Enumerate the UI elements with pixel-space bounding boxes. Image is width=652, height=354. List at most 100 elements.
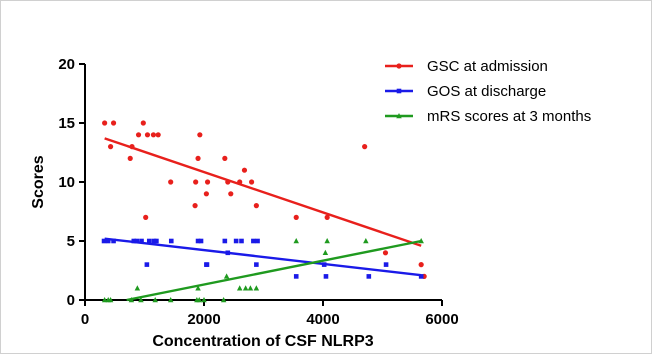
gsc-point: [249, 179, 255, 185]
gos-point: [131, 238, 137, 244]
mrs-fit-line: [126, 239, 422, 302]
mrs-point: [220, 297, 227, 303]
gos-point: [144, 262, 150, 267]
mrs-point: [253, 285, 260, 291]
gsc-point: [129, 144, 135, 150]
gsc-point: [203, 191, 209, 197]
mrs-point: [152, 297, 158, 303]
gos-point: [293, 274, 299, 279]
gsc-point: [193, 179, 199, 185]
x-tick-label: 2000: [187, 311, 220, 328]
gos-point: [204, 262, 210, 267]
gsc-point: [107, 144, 114, 150]
gsc-point: [127, 155, 133, 161]
gos-point: [151, 238, 157, 244]
legend-mrs-marker: [396, 113, 402, 119]
gos-point: [154, 238, 159, 244]
mrs-point: [128, 297, 135, 303]
mrs-point: [236, 285, 243, 291]
mrs-point: [195, 285, 201, 291]
gos-point: [251, 238, 256, 244]
gos-point: [101, 238, 107, 244]
gos-point: [233, 238, 239, 244]
mrs-point: [324, 238, 330, 244]
gsc-point: [143, 214, 149, 220]
gos-point: [134, 238, 140, 244]
y-tick-label: 5: [67, 233, 75, 250]
y-tick-label: 10: [58, 174, 75, 191]
axes: [84, 64, 442, 301]
gos-point: [195, 238, 201, 244]
gsc-point: [241, 167, 248, 173]
mrs-point: [242, 285, 249, 291]
gsc-point: [168, 179, 174, 185]
fit-lines: [104, 137, 422, 302]
gos-point: [239, 238, 244, 244]
mrs-point: [322, 249, 329, 256]
legend-mrs-label: mRS scores at 3 months: [427, 108, 591, 125]
legend-gsc-marker: [396, 63, 402, 69]
gsc-point: [324, 214, 330, 220]
legend-gos-label: GOS at discharge: [427, 83, 546, 100]
gos-point: [323, 274, 329, 279]
mrs-point: [138, 297, 144, 303]
gos-point: [225, 250, 231, 256]
y-tick-label: 0: [67, 292, 75, 309]
gsc-point: [222, 155, 228, 161]
mrs-point: [101, 297, 108, 303]
gos-point: [198, 238, 204, 244]
gos-point: [139, 238, 144, 244]
gos-point: [255, 238, 260, 244]
legend-gsc-label: GSC at admission: [427, 58, 548, 75]
mrs-point: [196, 297, 202, 303]
ticks: 0 2000 4000 6000 0 5 10 15 20: [58, 56, 458, 328]
x-axis-title: Concentration of CSF NLRP3: [152, 333, 373, 350]
x-tick-label: 0: [81, 311, 89, 328]
gsc-point: [253, 203, 259, 209]
gsc-point: [150, 132, 157, 138]
gsc-point: [197, 132, 203, 138]
gsc-point: [382, 250, 389, 256]
x-tick-label: 6000: [425, 311, 458, 328]
gos-point: [146, 238, 152, 244]
gsc-point: [225, 179, 231, 185]
gsc-point: [362, 144, 368, 150]
mrs-point: [247, 285, 254, 291]
gos-point: [111, 238, 116, 244]
gos-point: [321, 262, 327, 267]
mrs-point: [418, 238, 424, 244]
gsc-point: [192, 203, 198, 209]
gos-point: [105, 238, 111, 244]
mrs-point: [201, 297, 207, 303]
y-axis-title: Scores: [30, 155, 47, 208]
gsc-fit-line: [104, 137, 422, 247]
mrs-point: [167, 297, 174, 303]
gos-point: [168, 238, 174, 244]
gos-point: [222, 238, 228, 244]
y-tick-label: 15: [58, 115, 75, 132]
gsc-point: [135, 132, 142, 138]
gsc-point: [195, 155, 201, 161]
data-points: [101, 120, 427, 303]
gsc-point: [102, 120, 108, 126]
gsc-point: [228, 191, 234, 197]
gsc-point: [144, 132, 151, 138]
gsc-point: [237, 179, 243, 185]
gos-point: [383, 262, 389, 267]
x-tick-label: 4000: [306, 311, 339, 328]
gos-point: [254, 262, 259, 267]
gsc-point: [155, 132, 161, 138]
legend: GSC at admission GOS at discharge mRS scor…: [385, 58, 591, 125]
gsc-point: [293, 214, 299, 220]
mrs-point: [223, 273, 230, 279]
gos-point: [418, 274, 424, 279]
gos-point: [366, 274, 372, 279]
mrs-point: [293, 238, 299, 244]
gsc-point: [204, 179, 211, 185]
gsc-point: [140, 120, 146, 126]
legend-gos-marker: [396, 88, 402, 94]
mrs-point: [363, 238, 369, 244]
gsc-point: [418, 262, 424, 268]
